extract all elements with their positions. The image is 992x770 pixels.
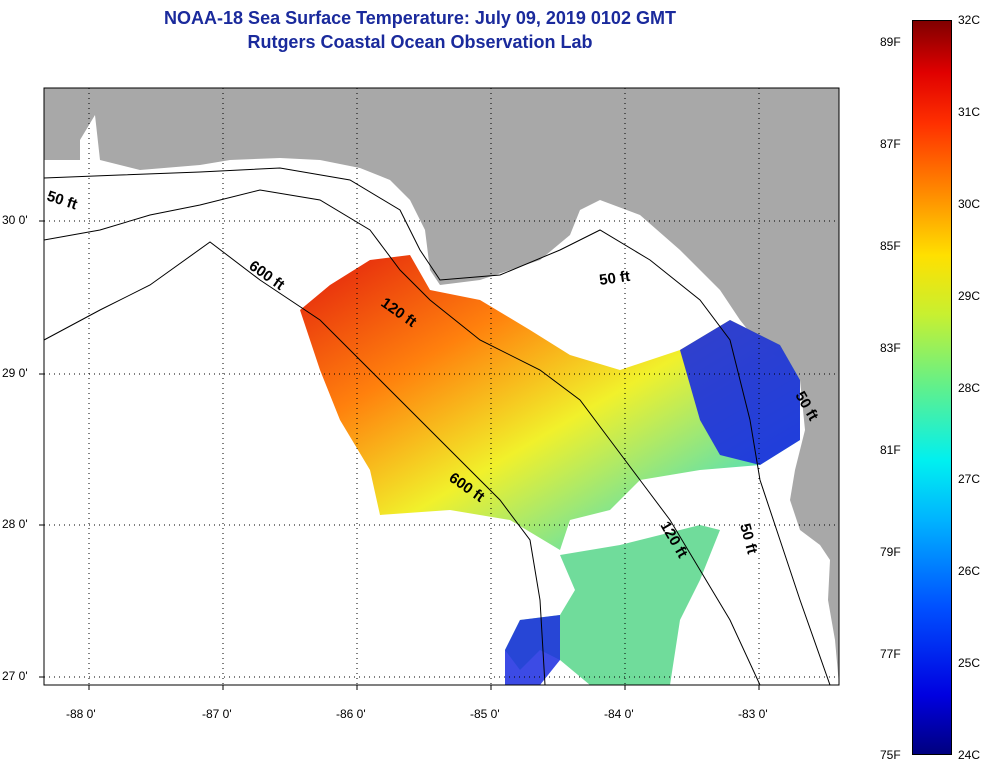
lat-tick-label: 30 0' [2, 213, 28, 227]
colorbar-celsius-label: 30C [958, 197, 981, 211]
colorbar-celsius-label: 29C [958, 289, 981, 303]
lat-tick-label: 27 0' [2, 669, 28, 683]
lon-tick-label: -87 0' [202, 707, 232, 721]
colorbar-fahrenheit-label: 77F [880, 647, 901, 661]
contour-50ft [44, 167, 831, 685]
contour-120ft [44, 189, 761, 685]
sst-swath-south-edge [505, 615, 560, 685]
map-subtitle: Rutgers Coastal Ocean Observation Lab [247, 32, 593, 52]
map-title: NOAA-18 Sea Surface Temperature: July 09… [164, 8, 676, 28]
axis-ticks [39, 220, 760, 690]
lon-tick-label: -83 0' [738, 707, 768, 721]
colorbar-fahrenheit-label: 83F [880, 341, 901, 355]
colorbar-fahrenheit-label: 87F [880, 137, 901, 151]
lat-tick-label: 29 0' [2, 366, 28, 380]
map-frame [43, 87, 840, 686]
contour-600ft [44, 241, 546, 685]
sst-swath-cool-east [680, 320, 800, 465]
lon-tick-label: -85 0' [470, 707, 500, 721]
colorbar-celsius-label: 27C [958, 472, 981, 486]
colorbar-fahrenheit-label: 79F [880, 545, 901, 559]
colorbar-celsius-label: 28C [958, 381, 981, 395]
colorbar-celsius-label: 26C [958, 564, 981, 578]
colorbar-fahrenheit-label: 75F [880, 748, 901, 762]
colorbar-fahrenheit-label: 89F [880, 35, 901, 49]
contour-label: 50 ft [598, 268, 631, 289]
colorbar-celsius-label: 24C [958, 748, 981, 762]
colorbar-fahrenheit-label: 85F [880, 239, 901, 253]
colorbar-celsius-label: 31C [958, 105, 981, 119]
colorbar-fahrenheit-label: 81F [880, 443, 901, 457]
temperature-colorbar [912, 20, 952, 755]
lat-tick-label: 28 0' [2, 517, 28, 531]
sst-swath-main [300, 255, 800, 550]
lon-tick-label: -86 0' [336, 707, 366, 721]
colorbar-celsius-label: 25C [958, 656, 981, 670]
lon-tick-label: -88 0' [66, 707, 96, 721]
lon-tick-label: -84 0' [604, 707, 634, 721]
colorbar-celsius-label: 32C [958, 13, 981, 27]
